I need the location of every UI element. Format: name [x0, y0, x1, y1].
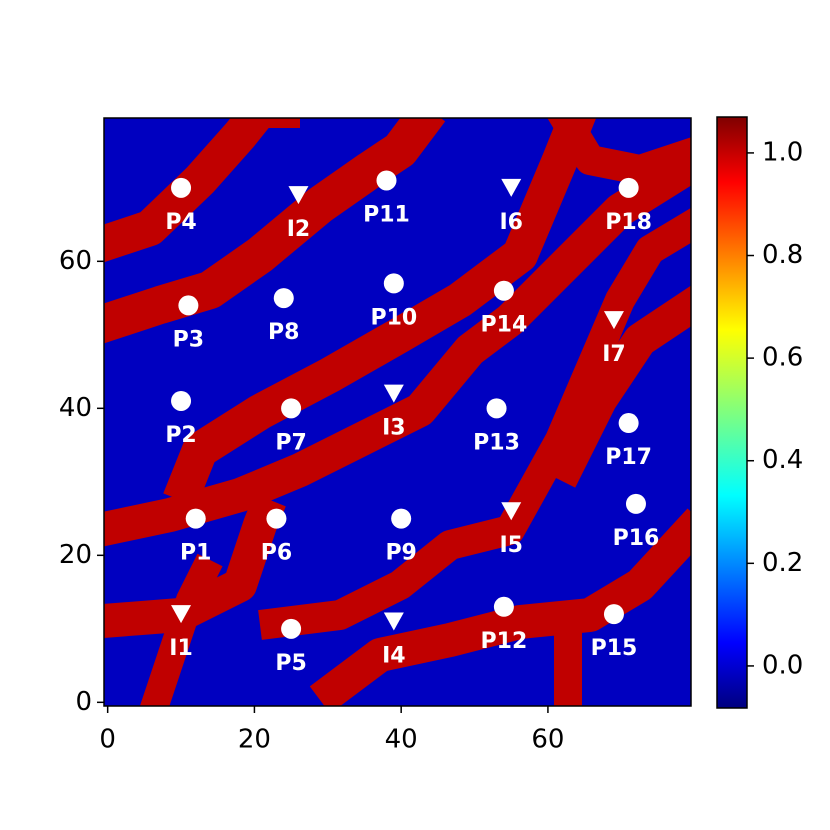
- well-label: P17: [605, 445, 652, 470]
- well-label: P18: [605, 210, 652, 235]
- x-tick-label: 0: [99, 725, 116, 755]
- producer-marker: [625, 493, 646, 514]
- well-label: P10: [370, 305, 417, 330]
- producer-marker: [618, 177, 639, 198]
- x-tick-label: 40: [385, 725, 418, 755]
- well-label: I2: [287, 217, 311, 242]
- well-label: P3: [173, 327, 204, 352]
- well-label: P7: [275, 430, 306, 455]
- well-label: P14: [481, 313, 528, 338]
- well-label: P4: [165, 210, 196, 235]
- well-label: P9: [385, 541, 416, 566]
- colorbar-tick-label: 0.8: [762, 240, 803, 270]
- producer-marker: [273, 288, 294, 309]
- well-label: P5: [275, 651, 306, 676]
- well-label: I4: [382, 643, 406, 668]
- producer-marker: [171, 177, 192, 198]
- producer-marker: [376, 170, 397, 191]
- colorbar-tick-label: 0.4: [762, 445, 803, 475]
- well-label: P11: [363, 202, 410, 227]
- producer-marker: [603, 604, 624, 625]
- well-label: I3: [382, 416, 406, 441]
- producer-marker: [266, 508, 287, 529]
- y-tick-label: 20: [59, 540, 92, 570]
- colorbar-tick-label: 1.0: [762, 137, 803, 167]
- well-label: P13: [473, 430, 520, 455]
- injector-marker: [383, 384, 404, 403]
- well-label: I6: [499, 210, 523, 235]
- field: [104, 118, 691, 706]
- well-label: P6: [261, 541, 292, 566]
- well-label: I5: [499, 533, 523, 558]
- y-tick-label: 40: [59, 393, 92, 423]
- colorbar-tick-label: 0.6: [762, 343, 803, 373]
- well-label: I7: [602, 342, 626, 367]
- well-label: P8: [268, 320, 299, 345]
- y-tick-label: 60: [59, 246, 92, 276]
- colorbar-tick-label: 0.0: [762, 650, 803, 680]
- producer-marker: [178, 295, 199, 316]
- injector-marker: [171, 605, 192, 624]
- well-label: P2: [165, 423, 196, 448]
- y-tick-label: 0: [75, 687, 92, 717]
- well-label: P1: [180, 541, 211, 566]
- injector-marker: [603, 311, 624, 330]
- x-tick-label: 60: [531, 725, 564, 755]
- well-label: I1: [169, 636, 193, 661]
- injector-marker: [383, 612, 404, 631]
- injector-marker: [288, 186, 309, 205]
- plot-frame: [103, 117, 692, 707]
- producer-marker: [493, 596, 514, 617]
- well-label: P12: [481, 629, 528, 654]
- producer-marker: [171, 390, 192, 411]
- producer-marker: [383, 273, 404, 294]
- injector-marker: [501, 178, 522, 197]
- producer-marker: [486, 398, 507, 419]
- colorbar: [716, 116, 748, 709]
- producer-marker: [281, 618, 302, 639]
- injector-marker: [501, 502, 522, 521]
- producer-marker: [391, 508, 412, 529]
- producer-marker: [185, 508, 206, 529]
- colorbar-tick-label: 0.2: [762, 548, 803, 578]
- producer-marker: [618, 413, 639, 434]
- well-label: P16: [613, 526, 660, 551]
- producer-marker: [493, 280, 514, 301]
- x-tick-label: 20: [238, 725, 271, 755]
- well-label: P15: [591, 636, 638, 661]
- producer-marker: [281, 398, 302, 419]
